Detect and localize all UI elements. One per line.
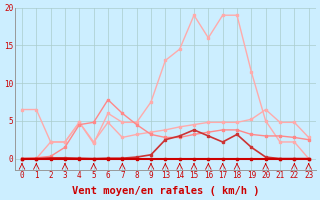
X-axis label: Vent moyen/en rafales ( km/h ): Vent moyen/en rafales ( km/h ) xyxy=(72,186,259,196)
